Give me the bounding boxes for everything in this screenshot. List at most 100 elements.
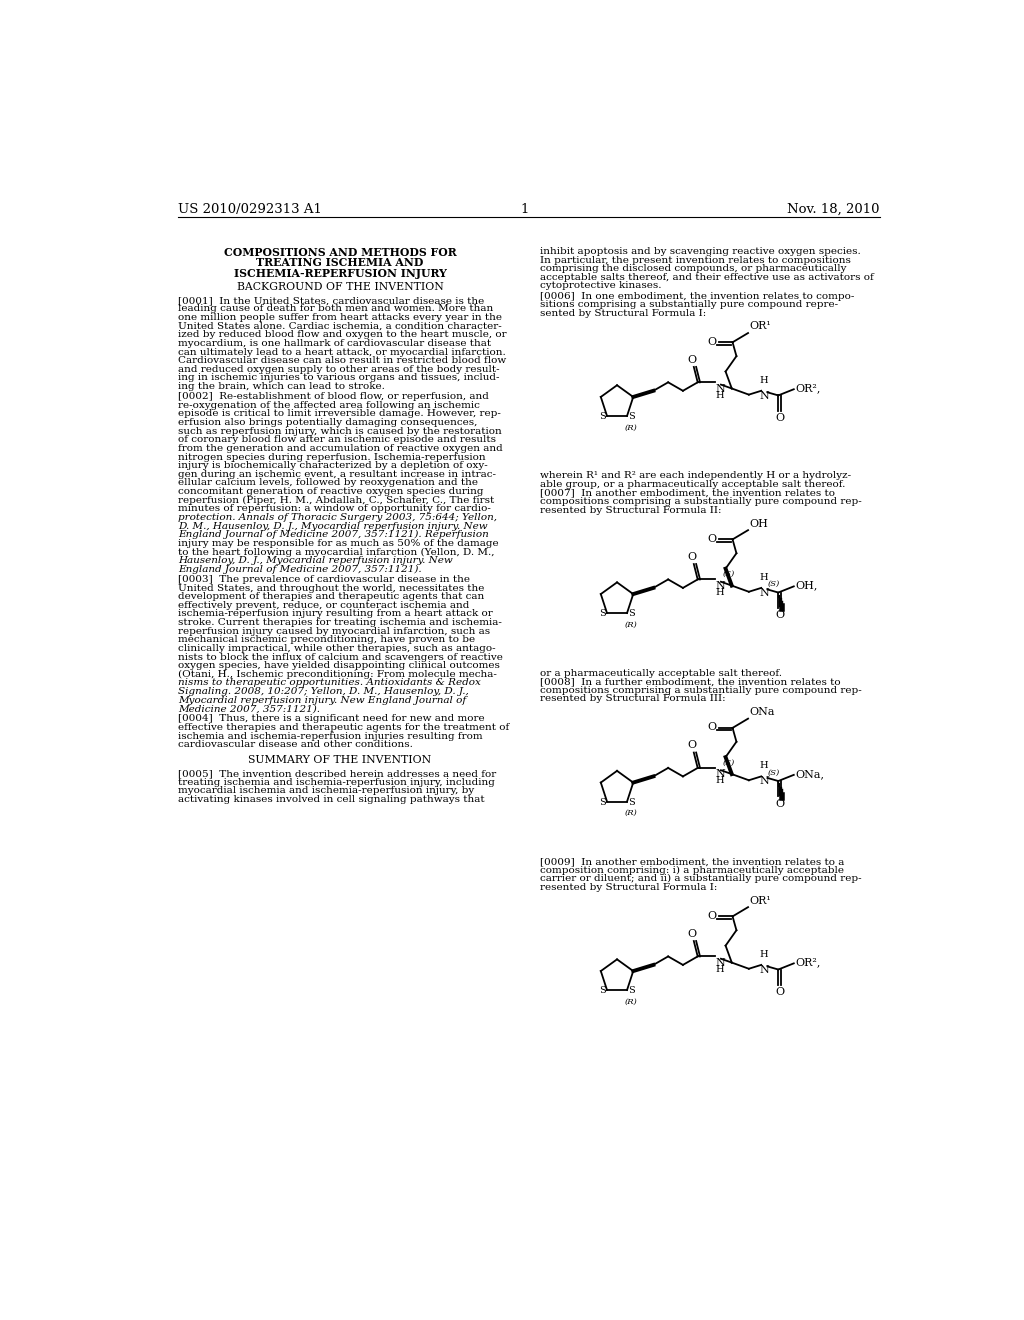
- Text: myocardial ischemia and ischemia-reperfusion injury, by: myocardial ischemia and ischemia-reperfu…: [178, 787, 475, 795]
- Text: OH: OH: [750, 519, 768, 528]
- Text: concomitant generation of reactive oxygen species during: concomitant generation of reactive oxyge…: [178, 487, 484, 496]
- Text: ischemia-reperfusion injury resulting from a heart attack or: ischemia-reperfusion injury resulting fr…: [178, 610, 494, 618]
- Text: H: H: [716, 391, 724, 400]
- Text: S: S: [599, 797, 605, 807]
- Text: activating kinases involved in cell signaling pathways that: activating kinases involved in cell sign…: [178, 795, 485, 804]
- Text: stroke. Current therapies for treating ischemia and ischemia-: stroke. Current therapies for treating i…: [178, 618, 502, 627]
- Text: N: N: [760, 965, 769, 975]
- Text: to the heart following a myocardial infarction (Yellon, D. M.,: to the heart following a myocardial infa…: [178, 548, 495, 557]
- Text: (S): (S): [723, 759, 735, 767]
- Text: one million people suffer from heart attacks every year in the: one million people suffer from heart att…: [178, 313, 503, 322]
- Text: ellular calcium levels, followed by reoxygenation and the: ellular calcium levels, followed by reox…: [178, 478, 478, 487]
- Text: ing the brain, which can lead to stroke.: ing the brain, which can lead to stroke.: [178, 381, 385, 391]
- Text: injury is biochemically characterized by a depletion of oxy-: injury is biochemically characterized by…: [178, 461, 488, 470]
- Text: O: O: [708, 911, 716, 920]
- Text: such as reperfusion injury, which is caused by the restoration: such as reperfusion injury, which is cau…: [178, 426, 502, 436]
- Text: O: O: [775, 799, 784, 809]
- Text: OR¹: OR¹: [750, 322, 771, 331]
- Text: (S): (S): [767, 768, 779, 776]
- Text: United States alone. Cardiac ischemia, a condition character-: United States alone. Cardiac ischemia, a…: [178, 322, 502, 331]
- Text: treating ischemia and ischemia-reperfusion injury, including: treating ischemia and ischemia-reperfusi…: [178, 777, 496, 787]
- Text: Hausenloy, D. J., Myocardial reperfusion injury. New: Hausenloy, D. J., Myocardial reperfusion…: [178, 556, 454, 565]
- Text: resented by Structural Formula II:: resented by Structural Formula II:: [541, 506, 722, 515]
- Text: of coronary blood flow after an ischemic episode and results: of coronary blood flow after an ischemic…: [178, 436, 497, 445]
- Text: ized by reduced blood flow and oxygen to the heart muscle, or: ized by reduced blood flow and oxygen to…: [178, 330, 507, 339]
- Text: oxygen species, have yielded disappointing clinical outcomes: oxygen species, have yielded disappointi…: [178, 661, 501, 671]
- Text: re-oxygenation of the affected area following an ischemic: re-oxygenation of the affected area foll…: [178, 401, 480, 411]
- Text: (R): (R): [625, 424, 638, 432]
- Text: development of therapies and therapeutic agents that can: development of therapies and therapeutic…: [178, 593, 484, 601]
- Text: ischemia and ischemia-reperfusion injuries resulting from: ischemia and ischemia-reperfusion injuri…: [178, 731, 483, 741]
- Text: acceptable salts thereof, and their effective use as activators of: acceptable salts thereof, and their effe…: [541, 273, 874, 282]
- Text: OR²,: OR²,: [796, 384, 820, 393]
- Text: cardiovascular disease and other conditions.: cardiovascular disease and other conditi…: [178, 741, 414, 750]
- Text: 1: 1: [520, 203, 529, 216]
- Text: inhibit apoptosis and by scavenging reactive oxygen species.: inhibit apoptosis and by scavenging reac…: [541, 247, 861, 256]
- Text: [0008]  In a further embodiment, the invention relates to: [0008] In a further embodiment, the inve…: [541, 677, 841, 686]
- Text: COMPOSITIONS AND METHODS FOR: COMPOSITIONS AND METHODS FOR: [223, 247, 457, 257]
- Text: Nov. 18, 2010: Nov. 18, 2010: [787, 203, 880, 216]
- Text: OH,: OH,: [796, 581, 818, 590]
- Text: [0001]  In the United States, cardiovascular disease is the: [0001] In the United States, cardiovascu…: [178, 296, 484, 305]
- Text: ing in ischemic injuries to various organs and tissues, includ-: ing in ischemic injuries to various orga…: [178, 374, 500, 383]
- Text: compositions comprising a substantially pure compound rep-: compositions comprising a substantially …: [541, 498, 862, 507]
- Text: N: N: [716, 581, 725, 591]
- Text: from the generation and accumulation of reactive oxygen and: from the generation and accumulation of …: [178, 444, 503, 453]
- Text: Myocardial reperfusion injury. New England Journal of: Myocardial reperfusion injury. New Engla…: [178, 696, 467, 705]
- Text: compositions comprising a substantially pure compound rep-: compositions comprising a substantially …: [541, 686, 862, 694]
- Text: resented by Structural Formula I:: resented by Structural Formula I:: [541, 883, 718, 892]
- Text: ONa: ONa: [750, 708, 775, 717]
- Text: nitrogen species during reperfusion. Ischemia-reperfusion: nitrogen species during reperfusion. Isc…: [178, 453, 486, 462]
- Text: sitions comprising a substantially pure compound repre-: sitions comprising a substantially pure …: [541, 300, 839, 309]
- Text: resented by Structural Formula III:: resented by Structural Formula III:: [541, 694, 726, 704]
- Text: SUMMARY OF THE INVENTION: SUMMARY OF THE INVENTION: [249, 755, 431, 766]
- Text: [0006]  In one embodiment, the invention relates to compo-: [0006] In one embodiment, the invention …: [541, 292, 855, 301]
- Text: cytoprotective kinases.: cytoprotective kinases.: [541, 281, 662, 290]
- Text: erfusion also brings potentially damaging consequences,: erfusion also brings potentially damagin…: [178, 418, 478, 428]
- Text: TREATING ISCHEMIA AND: TREATING ISCHEMIA AND: [256, 257, 424, 268]
- Text: [0003]  The prevalence of cardiovascular disease in the: [0003] The prevalence of cardiovascular …: [178, 576, 470, 583]
- Text: O: O: [688, 741, 696, 750]
- Text: gen during an ischemic event, a resultant increase in intrac-: gen during an ischemic event, a resultan…: [178, 470, 497, 479]
- Text: O: O: [688, 355, 696, 364]
- Text: reperfusion injury caused by myocardial infarction, such as: reperfusion injury caused by myocardial …: [178, 627, 490, 636]
- Text: wherein R¹ and R² are each independently H or a hydrolyz-: wherein R¹ and R² are each independently…: [541, 471, 851, 480]
- Text: S: S: [629, 412, 635, 421]
- Text: [0005]  The invention described herein addresses a need for: [0005] The invention described herein ad…: [178, 770, 497, 777]
- Text: [0009]  In another embodiment, the invention relates to a: [0009] In another embodiment, the invent…: [541, 857, 845, 866]
- Text: (Otani, H., Ischemic preconditioning: From molecule mecha-: (Otani, H., Ischemic preconditioning: Fr…: [178, 669, 498, 678]
- Text: N: N: [760, 391, 769, 401]
- Text: O: O: [708, 722, 716, 733]
- Text: myocardium, is one hallmark of cardiovascular disease that: myocardium, is one hallmark of cardiovas…: [178, 339, 492, 348]
- Text: S: S: [599, 986, 605, 995]
- Text: effective therapies and therapeutic agents for the treatment of: effective therapies and therapeutic agen…: [178, 723, 510, 733]
- Text: episode is critical to limit irreversible damage. However, rep-: episode is critical to limit irreversibl…: [178, 409, 502, 418]
- Text: (R): (R): [625, 998, 638, 1006]
- Text: effectively prevent, reduce, or counteract ischemia and: effectively prevent, reduce, or countera…: [178, 601, 470, 610]
- Text: H: H: [760, 949, 768, 958]
- Text: BACKGROUND OF THE INVENTION: BACKGROUND OF THE INVENTION: [237, 282, 443, 292]
- Text: leading cause of death for both men and women. More than: leading cause of death for both men and …: [178, 305, 494, 313]
- Text: mechanical ischemic preconditioning, have proven to be: mechanical ischemic preconditioning, hav…: [178, 635, 475, 644]
- Text: minutes of reperfusion: a window of opportunity for cardio-: minutes of reperfusion: a window of oppo…: [178, 504, 492, 513]
- Text: ONa,: ONa,: [796, 770, 824, 779]
- Text: O: O: [775, 610, 784, 620]
- Text: nists to block the influx of calcium and scavengers of reactive: nists to block the influx of calcium and…: [178, 652, 503, 661]
- Text: (R): (R): [625, 620, 638, 628]
- Text: OR¹: OR¹: [750, 895, 771, 906]
- Text: and reduced oxygen supply to other areas of the body result-: and reduced oxygen supply to other areas…: [178, 364, 500, 374]
- Text: United States, and throughout the world, necessitates the: United States, and throughout the world,…: [178, 583, 484, 593]
- Text: O: O: [688, 552, 696, 562]
- Text: S: S: [629, 610, 635, 618]
- Text: ISCHEMIA-REPERFUSION INJURY: ISCHEMIA-REPERFUSION INJURY: [233, 268, 446, 279]
- Text: H: H: [760, 573, 768, 582]
- Text: composition comprising: i) a pharmaceutically acceptable: composition comprising: i) a pharmaceuti…: [541, 866, 845, 875]
- Text: [0002]  Re-establishment of blood flow, or reperfusion, and: [0002] Re-establishment of blood flow, o…: [178, 392, 489, 401]
- Text: S: S: [629, 797, 635, 807]
- Text: England Journal of Medicine 2007, 357:1121). Reperfusion: England Journal of Medicine 2007, 357:11…: [178, 531, 489, 540]
- Text: clinically impractical, while other therapies, such as antago-: clinically impractical, while other ther…: [178, 644, 496, 653]
- Text: can ultimately lead to a heart attack, or myocardial infarction.: can ultimately lead to a heart attack, o…: [178, 347, 506, 356]
- Text: protection. Annals of Thoracic Surgery 2003, 75:644; Yellon,: protection. Annals of Thoracic Surgery 2…: [178, 513, 498, 521]
- Text: N: N: [716, 770, 725, 780]
- Text: comprising the disclosed compounds, or pharmaceutically: comprising the disclosed compounds, or p…: [541, 264, 847, 273]
